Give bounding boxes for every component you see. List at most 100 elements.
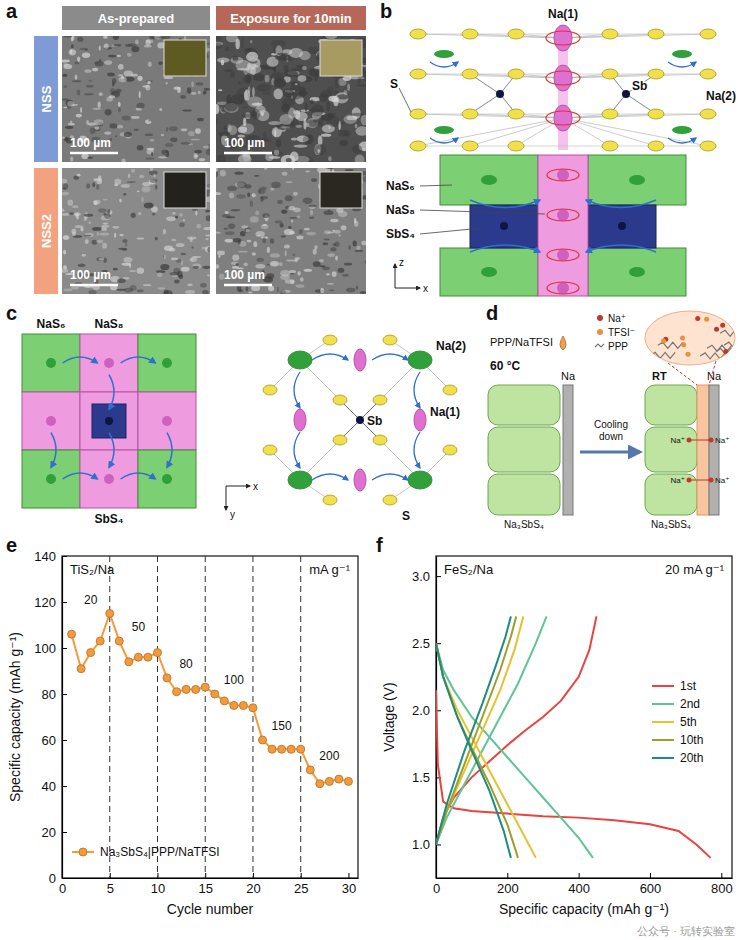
sem-grain (139, 91, 141, 98)
row-header-text: NSS (39, 85, 54, 112)
y-tick-label: 20 (42, 825, 56, 840)
x-tick-label: 0 (59, 881, 66, 896)
ion-path (689, 480, 711, 481)
y-tick-label: 0 (49, 871, 56, 886)
sem-grain (191, 81, 193, 87)
migration-arrow (312, 354, 348, 360)
sem-grain (267, 264, 270, 266)
axis-arrow (226, 486, 250, 487)
sem-grain (99, 258, 105, 261)
x-tick-label: 10 (151, 881, 165, 896)
series-marker (316, 780, 324, 788)
sem-grain (72, 36, 75, 40)
sem-grain (63, 184, 68, 190)
sem-grain (338, 130, 347, 137)
y-axis-title: Voltage (V) (381, 682, 397, 751)
sem-grain (133, 129, 139, 131)
sem-grain (107, 73, 115, 77)
sem-grain (92, 68, 98, 72)
migration-arrow (109, 433, 114, 468)
photo-inset (164, 172, 206, 208)
sem-grain (203, 91, 207, 95)
sem-grain (103, 199, 108, 201)
series-marker (287, 745, 295, 753)
s-atom (700, 69, 716, 79)
sem-grain (117, 55, 121, 57)
sem-grain (225, 211, 229, 214)
s-atom (648, 109, 664, 119)
sem-grain (248, 292, 253, 294)
na2-atom (629, 267, 645, 277)
sem-grain (139, 175, 144, 178)
sem-grain (164, 246, 173, 251)
sem-grain (104, 131, 111, 134)
na2-atom (481, 267, 497, 277)
sem-grain (77, 89, 81, 95)
sem-grain (130, 285, 137, 291)
migration-arrow (372, 354, 408, 360)
sem-grain (354, 221, 358, 227)
sem-grain (275, 55, 291, 61)
sodium-anode (563, 385, 573, 515)
sem-grain (309, 217, 312, 219)
sem-grain (150, 179, 158, 183)
series-marker (153, 649, 161, 657)
axis-letter: x (253, 481, 258, 492)
migration-loop (546, 31, 580, 45)
sem-grain (131, 169, 135, 173)
sem-grain (216, 42, 222, 49)
series-marker (259, 736, 267, 744)
sem-grain (204, 88, 210, 90)
sem-grain (302, 66, 307, 70)
polyhedron (538, 155, 588, 296)
series-line (436, 616, 511, 858)
watermark: 公众号 · 玩转实验室 (637, 925, 735, 937)
sem-grain (158, 61, 163, 65)
sem-grain (345, 169, 354, 171)
sem-grain (102, 243, 107, 249)
polyhedron (80, 392, 138, 450)
sem-grain (238, 240, 241, 245)
migration-arrow (294, 372, 300, 408)
sem-grain (227, 124, 231, 131)
sb-atom (622, 90, 630, 98)
sem-grain (262, 213, 269, 218)
sem-grain (285, 195, 293, 201)
sem-grain (63, 107, 67, 109)
sem-grain (141, 197, 143, 203)
sem-grain (226, 216, 235, 218)
sem-grain (281, 235, 286, 237)
sem-background (62, 168, 210, 294)
na1-atom (557, 169, 569, 181)
s-atom (700, 141, 716, 151)
sem-grain (275, 220, 283, 223)
sem-grain (205, 235, 210, 237)
x-tick-label: 20 (246, 881, 260, 896)
sem-grain (87, 157, 93, 159)
atom-label: S (390, 77, 398, 91)
temperature-label: 60 °C (490, 359, 520, 373)
sem-grain (207, 274, 210, 276)
sem-grain (281, 155, 296, 162)
sem-grain (356, 285, 358, 290)
sem-grain (78, 264, 86, 268)
atom-label: Na(2) (706, 89, 736, 103)
sem-grain (63, 250, 66, 255)
sem-grain (253, 241, 257, 247)
inset-molecules (650, 314, 740, 360)
sem-grain (82, 254, 87, 257)
sem-grain (93, 201, 97, 205)
species-marker (597, 329, 603, 335)
sem-grain (166, 216, 176, 221)
sem-grain (355, 250, 363, 252)
species-marker (595, 344, 604, 347)
sem-grain (310, 210, 313, 216)
ion-label: Na⁺ (715, 436, 729, 445)
electrolyte-label: Na₃SbS₄ (504, 519, 544, 530)
sem-grain (137, 290, 144, 293)
sem-grain (224, 70, 232, 72)
sem-grain (117, 125, 123, 129)
sem-grain (279, 262, 283, 266)
y-tick-label: 2.0 (412, 703, 430, 718)
row-header-text: NSS2 (39, 214, 54, 248)
